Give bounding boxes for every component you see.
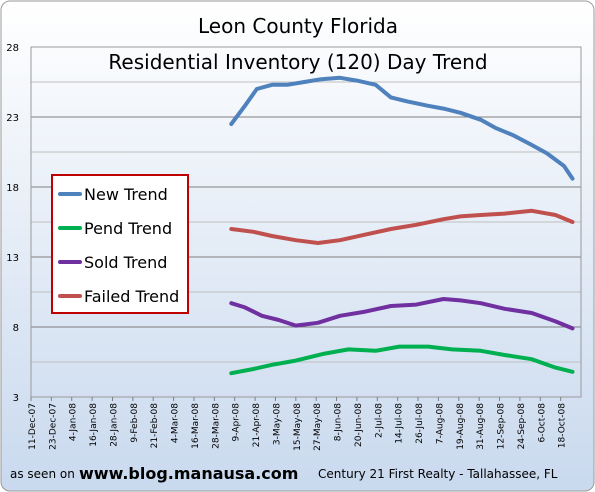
legend-label-failed-trend: Failed Trend xyxy=(84,287,179,306)
legend-label-new-trend: New Trend xyxy=(84,185,168,204)
y-tick-label: 13 xyxy=(6,253,19,264)
x-tick-label: 14-Jul-08 xyxy=(395,403,405,444)
x-tick-label: 12-Sep-08 xyxy=(497,403,507,450)
legend-label-sold-trend: Sold Trend xyxy=(84,253,167,272)
x-tick-label: 11-Dec-07 xyxy=(28,403,38,450)
x-tick-label: 9-Apr-08 xyxy=(232,403,242,442)
x-tick-label: 15-May-08 xyxy=(293,403,303,451)
y-tick-label: 28 xyxy=(6,43,19,54)
y-tick-label: 8 xyxy=(13,323,19,334)
chart-legend: New Trend Pend Trend Sold Trend Failed Tren… xyxy=(51,174,189,314)
y-tick-label: 23 xyxy=(6,113,19,124)
x-tick-label: 16-Jan-08 xyxy=(89,403,99,447)
x-tick-label: 6-Oct-08 xyxy=(537,403,547,443)
x-tick-label: 21-Apr-08 xyxy=(252,403,262,447)
legend-box xyxy=(51,174,189,314)
x-tick-labels: 11-Dec-07 23-Dec-07 4-Jan-08 16-Jan-08 28-Ja… xyxy=(28,397,568,451)
series-line-failed-trend xyxy=(229,208,575,245)
x-tick-label: 16-Mar-08 xyxy=(191,403,201,449)
x-tick-label: 18-Oct-08 xyxy=(558,403,568,448)
x-tick-label: 4-Jan-08 xyxy=(69,403,79,441)
series-line-new-trend xyxy=(229,75,575,181)
x-tick-label: 27-May-08 xyxy=(313,403,323,451)
x-tick-label: 28-Mar-08 xyxy=(211,403,221,449)
y-tick-label: 3 xyxy=(13,393,19,404)
series-lines xyxy=(229,75,575,376)
x-tick-label: 9-Feb-08 xyxy=(130,403,140,443)
y-tick-label: 18 xyxy=(6,183,19,194)
x-tick-label: 19-Aug-08 xyxy=(456,403,466,450)
x-tick-label: 20-Jun-08 xyxy=(354,403,364,447)
footer-website: www.blog.manausa.com xyxy=(79,464,298,483)
x-tick-label: 2-Jul-08 xyxy=(374,403,384,438)
chart-subtitle: Residential Inventory (120) Day Trend xyxy=(108,50,487,74)
x-tick-label: 21-Feb-08 xyxy=(150,403,160,449)
x-tick-label: 23-Dec-07 xyxy=(48,403,58,450)
x-tick-label: 3-May-08 xyxy=(272,403,282,445)
x-tick-label: 7-Aug-08 xyxy=(435,403,445,444)
legend-label-pend-trend: Pend Trend xyxy=(84,219,172,238)
plot-area-border xyxy=(30,46,582,398)
series-line-pend-trend xyxy=(229,344,575,376)
chart-title: Leon County Florida xyxy=(198,14,398,38)
x-tick-label: 31-Aug-08 xyxy=(476,403,486,450)
y-tick-labels: 3 8 13 18 23 28 xyxy=(6,43,19,404)
x-tick-label: 26-Jul-08 xyxy=(415,403,425,444)
footer-company: Century 21 First Realty - Tallahassee, F… xyxy=(318,467,558,481)
x-tick-label: 4-Mar-08 xyxy=(171,403,181,443)
x-tick-label: 24-Sep-08 xyxy=(517,403,527,450)
footer-prefix: as seen on xyxy=(10,467,75,481)
x-tick-label: 28-Jan-08 xyxy=(109,403,119,447)
series-line-sold-trend xyxy=(229,297,575,331)
x-tick-label: 8-Jun-08 xyxy=(334,403,344,442)
